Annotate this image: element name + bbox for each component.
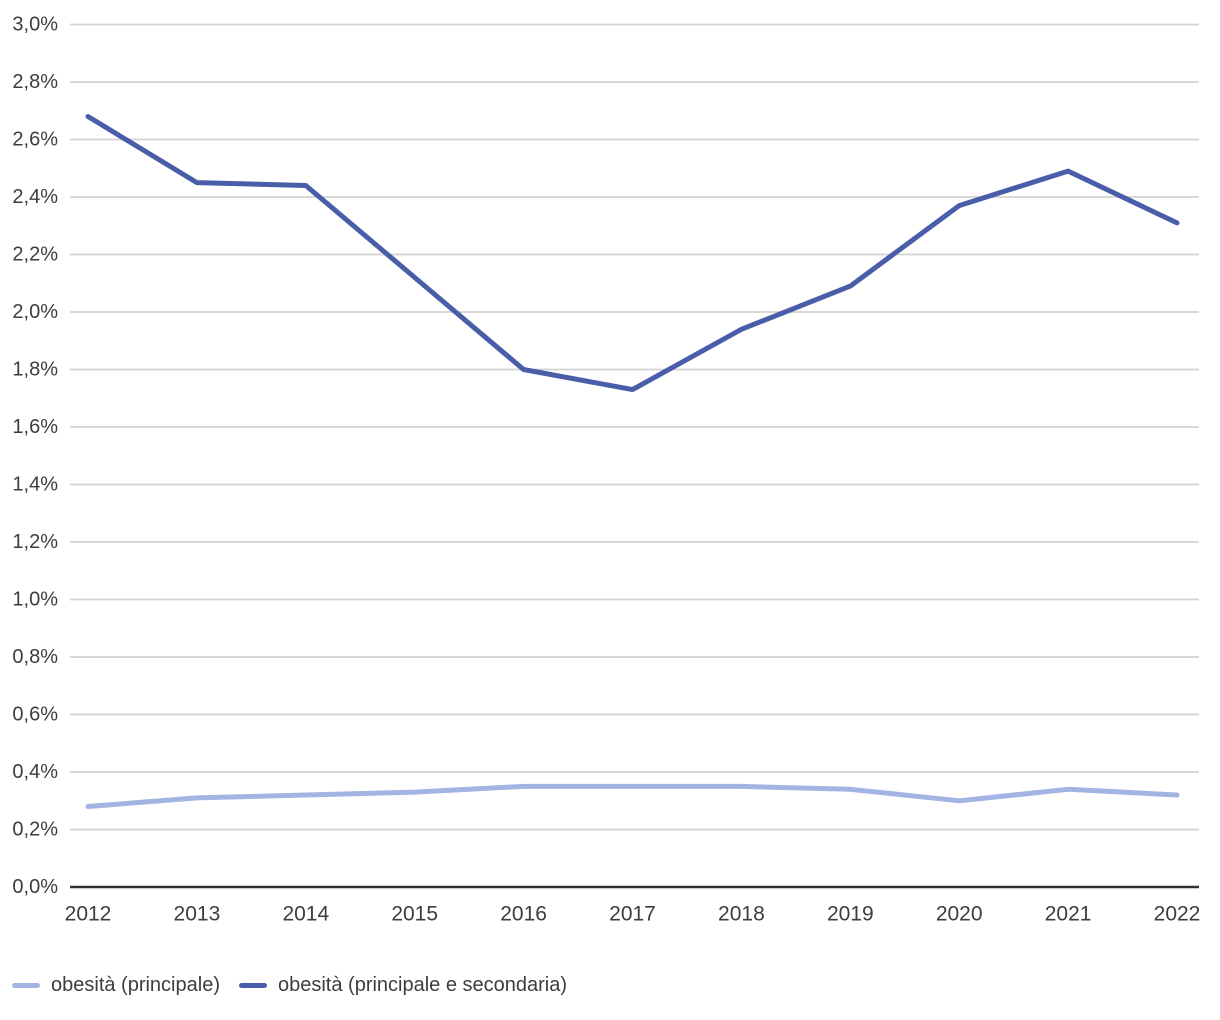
y-axis-tick-label: 1,2% (12, 531, 58, 553)
legend-line-marker-light (12, 982, 40, 988)
x-axis-tick-label: 2020 (936, 903, 983, 926)
x-axis-tick-label: 2015 (391, 903, 438, 926)
y-axis-tick-label: 0,6% (12, 704, 58, 726)
y-axis-tick-label: 3,0% (12, 14, 58, 36)
x-axis-tick-label: 2012 (65, 903, 112, 926)
y-axis-tick-label: 2,4% (12, 186, 58, 208)
chart-legend: obesità (principale) obesità (principale… (0, 971, 1220, 999)
legend-label: obesità (principale) (51, 973, 220, 996)
x-axis-tick-label: 2016 (500, 903, 547, 926)
y-axis-tick-label: 0,2% (12, 819, 58, 841)
y-axis-tick-label: 2,6% (12, 129, 58, 151)
y-axis-tick-label: 1,0% (12, 589, 58, 611)
x-axis-tick-label: 2013 (174, 903, 221, 926)
line-chart-canvas: 0,0% 0,2% 0,4% 0,6% 0,8% 1,0% 1,2% 1,4% 1,6% 1,8%… (12, 14, 1201, 926)
legend-item-obesita-principale: obesità (principale) (12, 974, 220, 997)
y-axis-tick-label: 2,0% (12, 301, 58, 323)
y-axis-tick-label: 2,8% (12, 71, 58, 93)
y-axis-tick-label: 1,8% (12, 359, 58, 381)
x-axis-tick-label: 2017 (609, 903, 656, 926)
y-axis-tick-label: 0,0% (12, 876, 58, 898)
x-axis-tick-label: 2018 (718, 903, 765, 926)
series-line-0 (85, 783, 1180, 809)
x-axis-tick-label: 2019 (827, 903, 874, 926)
x-axis-tick-label: 2021 (1045, 903, 1092, 926)
y-axis-tick-label: 1,6% (12, 416, 58, 438)
y-axis-tick-label: 1,4% (12, 474, 58, 496)
y-axis-tick-label: 0,4% (12, 761, 58, 783)
y-axis-tick-label: 2,2% (12, 244, 58, 266)
legend-line-marker-dark (238, 982, 267, 988)
legend-label: obesità (principale e secondaria) (277, 973, 568, 996)
series-line-1 (85, 114, 1180, 393)
x-axis-tick-label: 2014 (282, 903, 329, 926)
legend-item-obesita-principale-e-secondaria: obesità (principale e secondaria) (238, 973, 568, 997)
y-axis-tick-label: 0,8% (12, 646, 58, 668)
x-axis-tick-label: 2022 (1154, 903, 1201, 926)
